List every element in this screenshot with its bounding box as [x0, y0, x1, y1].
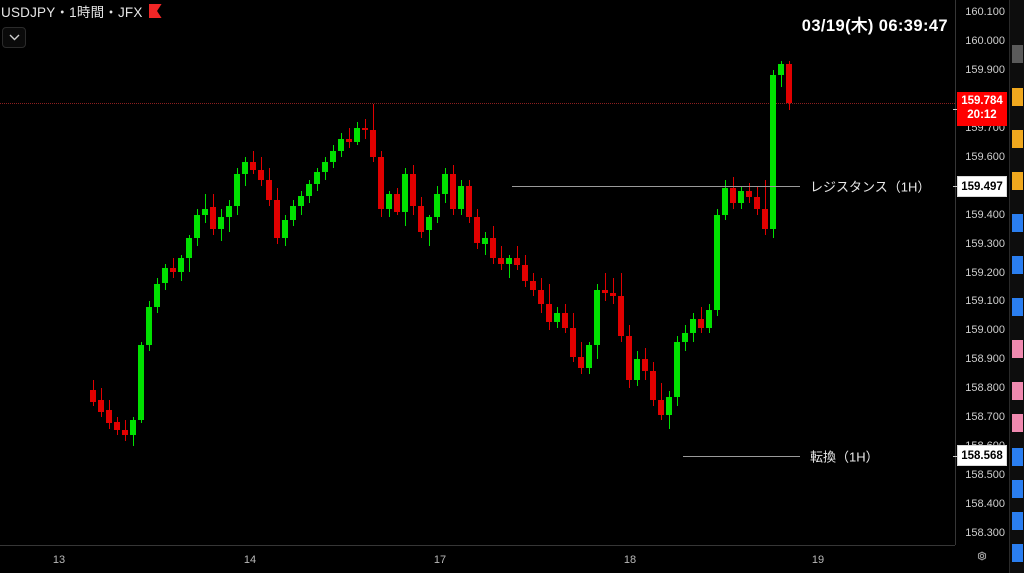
- last-price-badge-line-1: 20:12: [967, 109, 997, 122]
- axis-right-border: [955, 0, 956, 545]
- symbol-title: USDJPY・1時間・JFX: [1, 5, 143, 20]
- price-axis-tick: 158.300: [965, 527, 1005, 540]
- price-axis-tick: 159.300: [965, 237, 1005, 250]
- minimap-segment[interactable]: [1012, 214, 1023, 232]
- minimap-segment[interactable]: [1012, 512, 1023, 530]
- minimap-segment[interactable]: [1012, 172, 1023, 190]
- x-axis-tick: 13: [52, 554, 66, 566]
- time-axis[interactable]: 13 14 17 18 19: [0, 546, 955, 573]
- axis-bottom-border: [0, 545, 955, 546]
- price-axis-tick: 159.200: [965, 266, 1005, 279]
- x-axis-tick: 14: [243, 554, 257, 566]
- last-price-badge-line-0: 159.784: [961, 95, 1003, 107]
- tenkan-price-badge-line-0: 158.568: [961, 449, 1003, 462]
- resistance-price-badge-line-0: 159.497: [961, 180, 1003, 193]
- minimap-segment[interactable]: [1012, 544, 1023, 562]
- minimap-segment[interactable]: [1012, 480, 1023, 498]
- minimap-segment[interactable]: [1012, 298, 1023, 316]
- chevron-down-icon[interactable]: [2, 27, 26, 48]
- price-axis-tick: 159.100: [965, 295, 1005, 308]
- minimap-segment[interactable]: [1012, 45, 1023, 63]
- minimap-segment[interactable]: [1012, 130, 1023, 148]
- minimap-segment[interactable]: [1012, 414, 1023, 432]
- level-line-resistance[interactable]: [512, 186, 800, 188]
- axis-tick-mark: [953, 456, 957, 457]
- x-axis-tick: 19: [811, 554, 825, 566]
- price-axis-tick: 158.500: [965, 469, 1005, 482]
- x-axis-tick: 18: [623, 554, 637, 566]
- minimap-segment[interactable]: [1012, 340, 1023, 358]
- current-price-line: [0, 103, 955, 105]
- x-axis-tick: 17: [433, 554, 447, 566]
- price-axis[interactable]: 160.100160.000159.900159.800159.700159.6…: [953, 0, 1008, 573]
- chart-plot-area[interactable]: レジスタンス（1H） 転換（1H）: [0, 0, 955, 545]
- gear-icon[interactable]: [975, 548, 990, 568]
- level-line-tenkan[interactable]: [683, 455, 800, 457]
- clock-display: 03/19(木) 06:39:47: [801, 17, 948, 35]
- minimap-segment[interactable]: [1012, 88, 1023, 106]
- price-axis-tick: 158.700: [965, 411, 1005, 424]
- price-axis-tick: 159.600: [965, 150, 1005, 163]
- price-axis-tick: 160.100: [965, 5, 1005, 18]
- price-axis-tick: 158.800: [965, 382, 1005, 395]
- price-axis-tick: 158.400: [965, 498, 1005, 511]
- price-axis-tick: 158.900: [965, 353, 1005, 366]
- symbol-bar[interactable]: USDJPY・1時間・JFX: [0, 0, 956, 22]
- minimap-segment[interactable]: [1012, 448, 1023, 466]
- minimap-segment[interactable]: [1012, 382, 1023, 400]
- tenkan-price-badge[interactable]: 158.568: [957, 445, 1007, 467]
- level-label-resistance: レジスタンス（1H）: [810, 179, 931, 195]
- last-price-badge[interactable]: 159.784 20:12: [957, 92, 1007, 126]
- price-axis-tick: 159.000: [965, 324, 1005, 337]
- price-axis-tick: 159.900: [965, 63, 1005, 76]
- axis-tick-mark: [953, 109, 957, 110]
- minimap-segment[interactable]: [1012, 256, 1023, 274]
- resistance-price-badge[interactable]: 159.497: [957, 176, 1007, 198]
- flag-icon: [149, 4, 162, 18]
- level-label-tenkan: 転換（1H）: [810, 449, 879, 465]
- axis-tick-mark: [953, 186, 957, 187]
- minimap-strip[interactable]: [1009, 0, 1024, 573]
- price-axis-tick: 159.400: [965, 208, 1005, 221]
- price-axis-tick: 160.000: [965, 34, 1005, 47]
